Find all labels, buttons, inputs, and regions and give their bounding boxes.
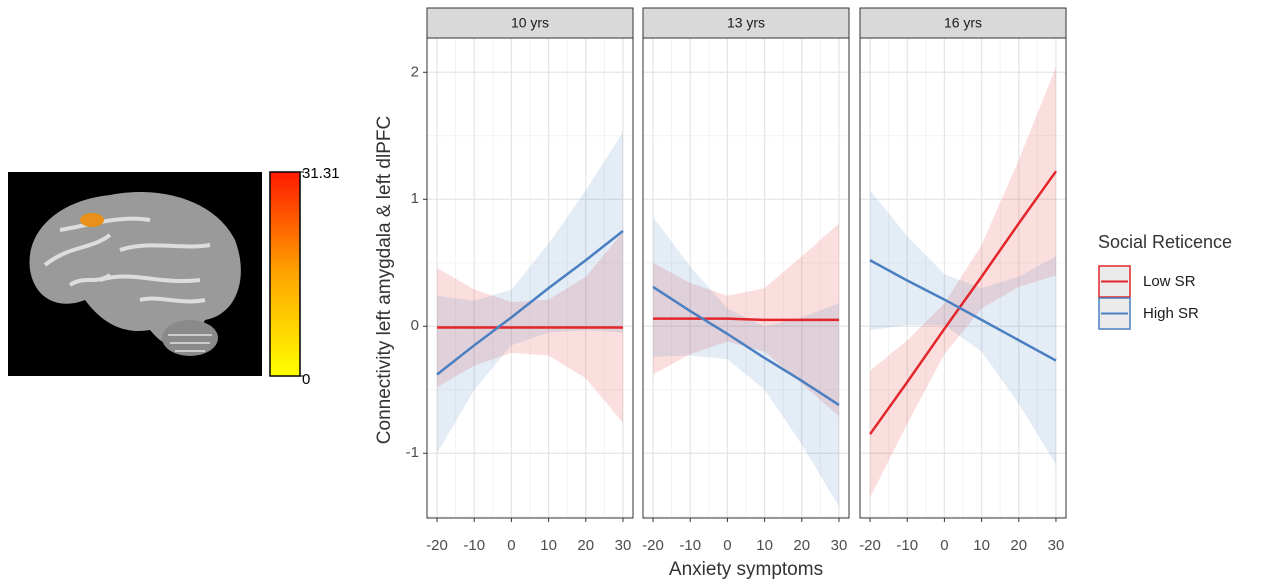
strip-label: 10 yrs (511, 15, 549, 31)
x-axis-label: Anxiety symptoms (669, 559, 823, 580)
y-tick-label: 0 (411, 317, 419, 334)
strip-label: 13 yrs (727, 15, 765, 31)
x-tick-label: -10 (463, 537, 485, 554)
y-tick-label: 2 (411, 63, 419, 80)
x-tick-label: 10 (540, 537, 557, 554)
x-tick-label: -20 (642, 537, 664, 554)
colorbar (270, 172, 300, 376)
y-axis-label: Connectivity left amygdala & left dlPFC (374, 116, 395, 444)
x-tick-label: -10 (896, 537, 918, 554)
x-tick-label: 30 (615, 537, 632, 554)
x-tick-label: 20 (1010, 537, 1027, 554)
legend-title: Social Reticence (1098, 232, 1232, 252)
x-tick-label: -20 (426, 537, 448, 554)
figure: Connectivity left amygdala & left dlPFC … (0, 0, 1286, 583)
x-tick-label: 10 (756, 537, 773, 554)
x-tick-label: 10 (973, 537, 990, 554)
x-tick-label: 20 (577, 537, 594, 554)
x-tick-label: 30 (831, 537, 848, 554)
strip-label: 16 yrs (944, 15, 982, 31)
y-tick-label: -1 (406, 444, 419, 461)
x-tick-label: 20 (793, 537, 810, 554)
x-tick-label: 0 (507, 537, 515, 554)
line (653, 319, 839, 320)
brain-image (8, 172, 262, 376)
x-tick-label: -20 (859, 537, 881, 554)
x-tick-label: 30 (1048, 537, 1065, 554)
colorbar-tick-label: 0 (302, 371, 310, 388)
x-tick-label: 0 (940, 537, 948, 554)
colorbar-tick-label: 31.31 (302, 165, 340, 182)
x-tick-label: -10 (679, 537, 701, 554)
legend-label: High SR (1143, 305, 1199, 322)
x-tick-label: 0 (723, 537, 731, 554)
y-tick-label: 1 (411, 190, 419, 207)
legend-label: Low SR (1143, 273, 1196, 290)
